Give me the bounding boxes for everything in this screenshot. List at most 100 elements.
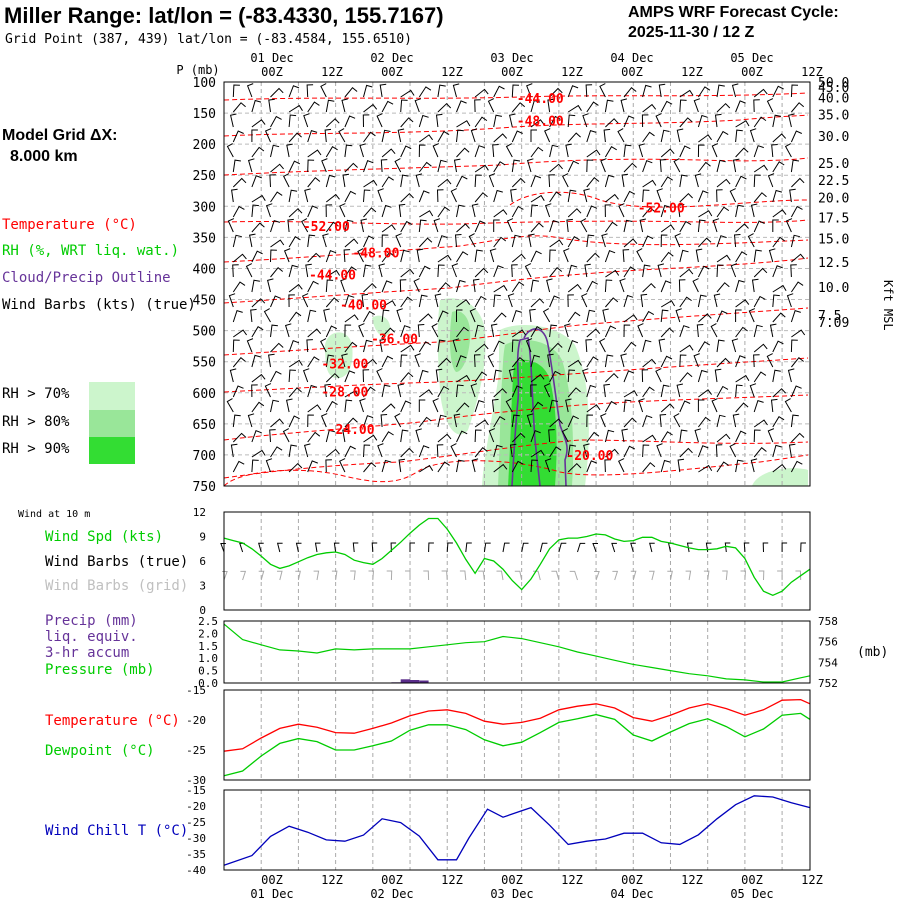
wind-barb (472, 278, 480, 293)
wind-barb (753, 99, 760, 113)
wind-barb (586, 404, 601, 413)
wind-barb (548, 174, 555, 188)
wind-barb (415, 173, 423, 188)
wind-barb (307, 384, 318, 398)
wind-barb (344, 370, 356, 383)
wind-barb (232, 264, 239, 278)
wind-barb (288, 444, 297, 458)
wind-barb (232, 253, 247, 263)
wind-barb-grid (685, 570, 692, 581)
wind-barb (232, 356, 246, 368)
wind-barb (656, 443, 663, 458)
wind-barb (660, 251, 674, 263)
wind-barb (641, 369, 649, 383)
wind-barb (288, 311, 302, 323)
wind-barb (642, 462, 656, 473)
wind-barb (493, 388, 507, 398)
wind-barb (530, 194, 545, 203)
wind-barb (419, 134, 434, 143)
wind-barb (712, 218, 720, 233)
wind-barb (232, 385, 244, 398)
wind-barb (435, 368, 443, 383)
wind-barb (395, 233, 402, 248)
precip-pressure-panel: 0.00.51.01.52.02.5 752 754 756 758 (mb) (198, 615, 888, 690)
wind-barb (735, 129, 743, 143)
wind-barb (642, 358, 657, 368)
wind-barb (716, 178, 731, 188)
temp-panel-frame (223, 689, 811, 781)
wind-barb (307, 159, 315, 173)
rh-region (324, 332, 353, 379)
p-tick-label: 650 (193, 418, 216, 433)
temperature-contour-label: -28.00 (321, 386, 368, 401)
wind-barb (604, 146, 617, 158)
wind-barb (791, 356, 804, 368)
wind-barb (673, 158, 681, 173)
wind-barb (547, 98, 554, 113)
wind-barb (660, 224, 675, 233)
wind-barb (434, 293, 442, 308)
panel-y-tick: 0.0 (198, 677, 218, 690)
wind-barb (753, 164, 768, 173)
wind-barb (251, 194, 266, 203)
wind-barb (437, 461, 450, 473)
wind-barb (605, 269, 620, 278)
wind-barb-true (539, 542, 548, 553)
wind-barb (642, 339, 652, 353)
wind-barb (655, 368, 662, 383)
wind-barb (286, 398, 293, 413)
wind-barb (270, 418, 284, 428)
wind-barb (437, 130, 450, 143)
panel-y-tick: 12 (193, 506, 206, 519)
wind-barb (381, 355, 394, 368)
wind-barb (474, 99, 481, 113)
wind-barb (679, 325, 690, 338)
wind-barb (565, 398, 572, 413)
wind-barb (265, 458, 273, 473)
wind-barb (363, 160, 374, 173)
wind-barb (623, 294, 634, 308)
wind-barb-grid (295, 570, 301, 581)
wind-barb (493, 236, 507, 248)
wind-barb (544, 203, 552, 218)
wind-barb (586, 234, 595, 248)
wind-barb (642, 415, 653, 428)
wind-barb (716, 235, 727, 248)
top-hour-label: 12Z (801, 65, 823, 79)
wind-barb-true (428, 542, 434, 553)
wind-barb (791, 329, 806, 338)
wind-barb (325, 448, 340, 458)
wind-barb (546, 278, 553, 293)
wind-barb (619, 278, 626, 293)
wind-barb (697, 114, 708, 128)
rh-region (372, 315, 391, 337)
wind-barb (676, 383, 684, 398)
wind-barb (397, 128, 405, 143)
pressure-label: Pressure (mb) (45, 662, 155, 678)
wind-barb (251, 279, 260, 293)
wind-barb (697, 144, 705, 158)
wind-barb (729, 188, 737, 203)
top-hour-label: 00Z (741, 65, 763, 79)
panel-y-tick: 0.5 (198, 665, 218, 678)
wind-barb (456, 129, 464, 143)
wind-barb (789, 188, 796, 203)
panel-y-tick: -15 (186, 684, 206, 697)
wind-barb (263, 308, 271, 323)
wind-barb (232, 205, 245, 218)
wind-barb (566, 218, 573, 233)
wind-barb (677, 458, 685, 473)
wind-barb-true (667, 542, 674, 553)
wind-barb (400, 325, 411, 338)
wind-barb (363, 235, 375, 248)
wind-barb (772, 114, 782, 128)
wind-barb (582, 113, 589, 128)
wind-barb (251, 175, 262, 188)
wind-barb (232, 177, 247, 188)
wind-barb (753, 399, 764, 413)
wind-barb (474, 371, 488, 383)
wind-barb-grid (441, 570, 448, 581)
wind-barb (603, 128, 611, 143)
wind-barb (530, 298, 545, 308)
